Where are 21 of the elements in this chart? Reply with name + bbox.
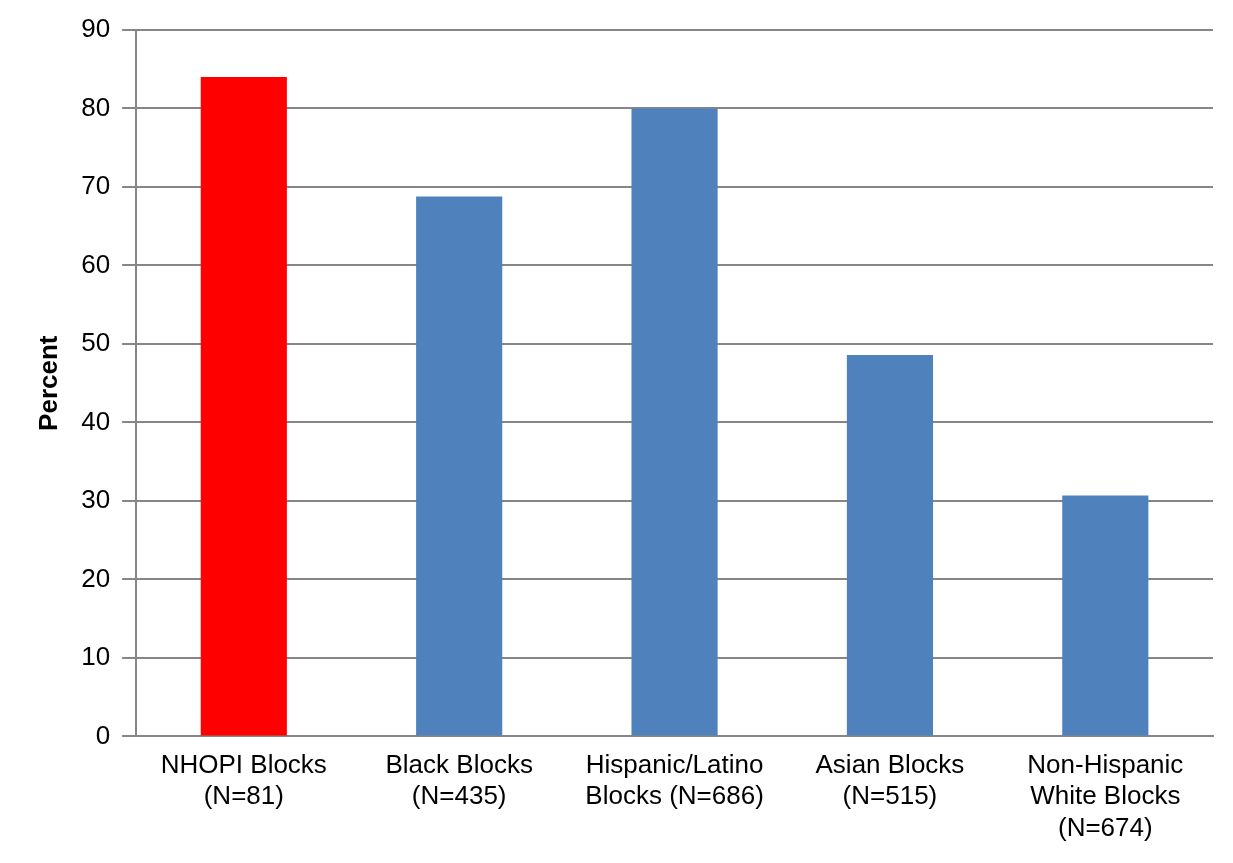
y-tick-label: 90 [81, 13, 111, 44]
bar [846, 354, 934, 736]
y-axis-title: Percent [32, 335, 63, 431]
bar [1062, 495, 1149, 736]
x-tick-label: Non-Hispanic White Blocks (N=674) [1027, 749, 1184, 842]
x-tick-label: Hispanic/Latino Blocks (N=686) [585, 749, 764, 811]
y-tick-label: 60 [81, 248, 111, 279]
y-tick-label: 50 [81, 327, 111, 358]
y-tick-label: 20 [81, 562, 111, 593]
bar [631, 108, 718, 736]
y-tick-label: 70 [81, 170, 111, 201]
y-tick-label: 80 [81, 91, 111, 122]
x-tick-label: NHOPI Blocks (N=81) [160, 749, 327, 811]
y-tick-label: 10 [81, 641, 111, 672]
y-tick-label: 0 [95, 719, 111, 750]
bar [416, 196, 503, 736]
y-tick-label: 40 [81, 405, 111, 436]
y-tick-label: 30 [81, 484, 111, 515]
x-tick-label: Asian Blocks (N=515) [815, 749, 965, 811]
bar [200, 77, 287, 736]
x-tick-label: Black Blocks (N=435) [385, 749, 533, 811]
